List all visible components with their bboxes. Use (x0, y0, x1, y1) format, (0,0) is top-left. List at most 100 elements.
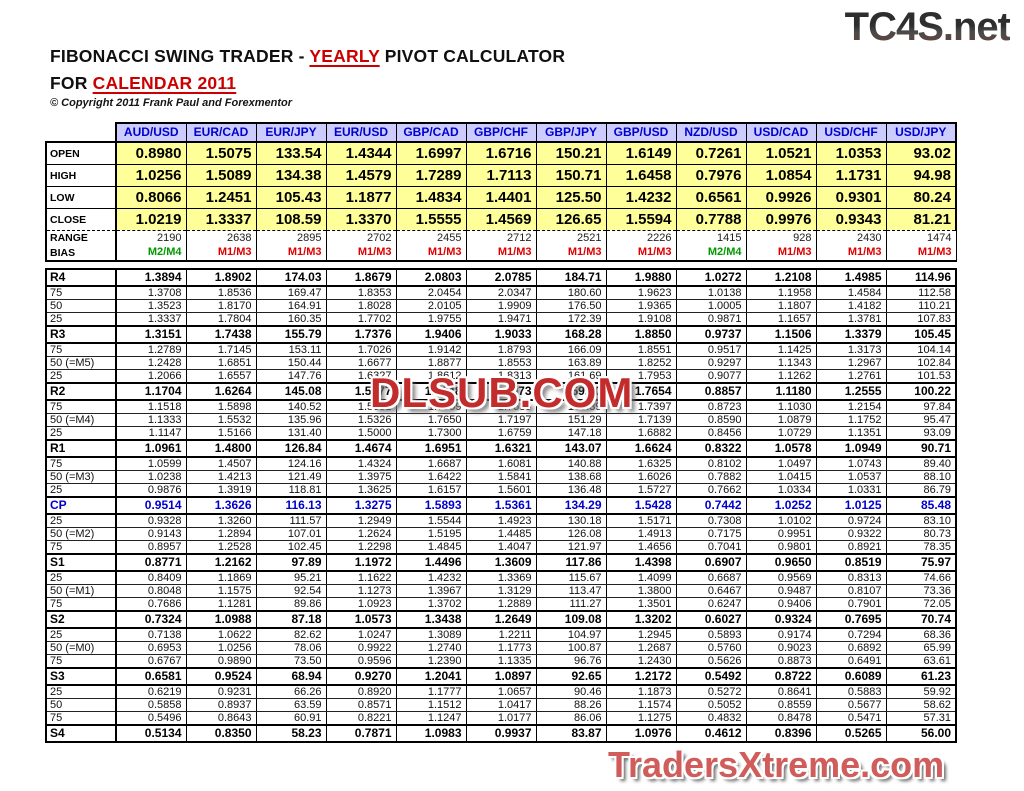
ohlc-value-cell: 0.9976 (745, 208, 817, 231)
pivot-value-cell: 1.6759 (465, 426, 537, 441)
pivot-value-cell: 160.35 (255, 312, 327, 327)
pivot-row-label: 25 (45, 684, 117, 699)
pivot-value-cell: 1.0331 (815, 483, 887, 498)
ohlc-value-cell: 1.6458 (605, 164, 677, 187)
pivot-value-cell: 97.84 (885, 399, 957, 414)
pivot-value-cell: 1.2761 (815, 369, 887, 384)
pivot-value-cell: 72.05 (885, 597, 957, 612)
pivot-value-cell: 0.6247 (675, 597, 747, 612)
pivot-value-cell: 1.1275 (605, 711, 677, 726)
pivot-value-cell: 1.9471 (465, 312, 537, 327)
column-header: AUD/USD (115, 122, 187, 143)
pivot-value-cell: 85.48 (885, 496, 957, 515)
pivot-value-cell: 1.5898 (185, 399, 257, 414)
row-label: HIGH (45, 164, 117, 187)
pivot-value-cell: 0.6687 (675, 570, 747, 585)
ohlc-value-cell: 0.7976 (675, 164, 747, 187)
pivot-value-cell: 1.6951 (395, 439, 467, 458)
pivot-row-label: S1 (45, 553, 117, 572)
pivot-value-cell: 1.1574 (605, 698, 677, 712)
pivot-value-cell: 0.9517 (675, 342, 747, 357)
pivot-value-cell: 184.71 (535, 268, 607, 287)
pivot-value-cell: 0.9487 (745, 584, 817, 598)
pivot-value-cell: 1.1262 (745, 369, 817, 384)
pivot-row-s1: S1 0.8771 1.2162 97.89 1.1972 1.4496 1.3609 117… (45, 553, 957, 572)
tc4s-logo: TC4S.net (844, 5, 1011, 49)
pivot-value-cell: 1.1873 (605, 684, 677, 699)
pivot-value-cell: 0.7041 (675, 540, 747, 555)
row-label: LOW (45, 186, 117, 209)
pivot-row-50-m4-: 50 (=M4) 1.1333 1.5532 135.96 1.5326 1.7650 1.… (45, 413, 957, 427)
pivot-value-cell: 0.6027 (675, 610, 747, 629)
pivot-value-cell: 107.01 (255, 527, 327, 541)
pivot-value-cell: 0.8921 (815, 540, 887, 555)
pivot-value-cell: 1.1512 (395, 698, 467, 712)
pivot-value-cell: 1.4584 (815, 285, 887, 300)
pivot-value-cell: 153.11 (255, 342, 327, 357)
pivot-row-label: R2 (45, 382, 117, 401)
pivot-value-cell: 109.08 (535, 610, 607, 629)
pivot-value-cell: 1.1704 (115, 382, 187, 401)
pivot-value-cell: 105.45 (885, 325, 957, 344)
pivot-value-cell: 159.50 (535, 382, 607, 401)
pivot-value-cell: 0.8519 (815, 553, 887, 572)
pivot-value-cell: 1.0988 (185, 610, 257, 629)
pivot-value-cell: 1.5428 (605, 496, 677, 515)
ohlc-value-cell: 0.9926 (745, 186, 817, 209)
pivot-value-cell: 57.31 (885, 711, 957, 726)
bias-value-cell: M2/M4 (115, 245, 187, 262)
pivot-row-label: 75 (45, 456, 117, 471)
pivot-value-cell: 73.36 (885, 584, 957, 598)
pivot-value-cell: 1.1247 (395, 711, 467, 726)
pivot-value-cell: 1.0238 (115, 470, 187, 484)
pivot-value-cell: 95.47 (885, 413, 957, 427)
ohlc-value-cell: 0.7788 (675, 208, 747, 231)
pivot-value-cell: 1.6422 (395, 470, 467, 484)
pivot-value-cell: 96.76 (535, 654, 607, 669)
pivot-value-cell: 1.5893 (395, 496, 467, 515)
pivot-value-cell: 1.3173 (815, 342, 887, 357)
pivot-value-cell: 0.9737 (675, 325, 747, 344)
ohlc-value-cell: 1.6997 (395, 141, 467, 165)
pivot-value-cell: 0.5760 (675, 641, 747, 655)
pivot-value-cell: 1.8348 (395, 382, 467, 401)
ohlc-value-cell: 1.3370 (325, 208, 397, 231)
pivot-value-cell: 1.7300 (395, 426, 467, 441)
pivot-value-cell: 1.1518 (115, 399, 187, 414)
pivot-value-cell: 101.53 (885, 369, 957, 384)
pivot-value-cell: 0.5893 (675, 627, 747, 642)
ohlc-value-cell: 1.2451 (185, 186, 257, 209)
pivot-row-label: 50 (=M2) (45, 527, 117, 541)
pivot-value-cell: 2.0105 (395, 299, 467, 313)
pivot-value-cell: 2.0803 (395, 268, 467, 287)
pivot-value-cell: 1.1273 (325, 584, 397, 598)
pivot-value-cell: 1.5544 (395, 513, 467, 528)
range-value-cell: 2895 (255, 230, 327, 245)
pivot-value-cell: 1.5000 (325, 426, 397, 441)
pivot-value-cell: 1.2041 (395, 667, 467, 686)
pivot-value-cell: 0.8409 (115, 570, 187, 585)
dlsub-watermark: DLSUB.COM (370, 369, 634, 416)
pivot-row-r2: R2 1.1704 1.6264 145.08 1.5977 1.8348 1.8073 15… (45, 382, 957, 401)
pivot-value-cell: 155.79 (255, 325, 327, 344)
row-label: RANGE (45, 230, 117, 245)
pivot-row-label: 25 (45, 369, 117, 384)
pivot-value-cell: 1.3523 (115, 299, 187, 313)
pivot-value-cell: 1.0578 (745, 439, 817, 458)
pivot-value-cell: 1.4485 (465, 527, 537, 541)
ohlc-value-cell: 1.4579 (325, 164, 397, 187)
pivot-value-cell: 0.8478 (745, 711, 817, 726)
pivot-row-label: 75 (45, 654, 117, 669)
pivot-value-cell: 0.8102 (675, 456, 747, 471)
bias-value-cell: M1/M3 (745, 245, 817, 262)
pivot-row-s3: S3 0.6581 0.9524 68.94 0.9270 1.2041 1.0897 92.… (45, 667, 957, 686)
ohlc-value-cell: 1.0256 (115, 164, 187, 187)
pivot-value-cell: 114.96 (885, 268, 957, 287)
pivot-value-cell: 83.87 (535, 724, 607, 743)
ohlc-value-cell: 1.6716 (465, 141, 537, 165)
pivot-value-cell: 1.4800 (185, 439, 257, 458)
pivot-value-cell: 0.7442 (675, 496, 747, 515)
ohlc-value-cell: 126.65 (535, 208, 607, 231)
pivot-value-cell: 1.6157 (395, 483, 467, 498)
pivot-value-cell: 1.5166 (185, 426, 257, 441)
